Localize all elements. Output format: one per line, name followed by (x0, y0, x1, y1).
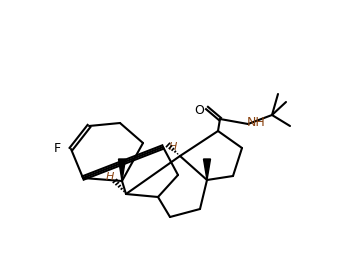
Text: O: O (194, 104, 204, 116)
Text: F: F (53, 143, 61, 155)
Text: NH: NH (247, 115, 265, 129)
Text: H: H (106, 172, 114, 182)
Text: H: H (169, 142, 177, 152)
Polygon shape (204, 159, 210, 180)
Polygon shape (119, 159, 126, 181)
